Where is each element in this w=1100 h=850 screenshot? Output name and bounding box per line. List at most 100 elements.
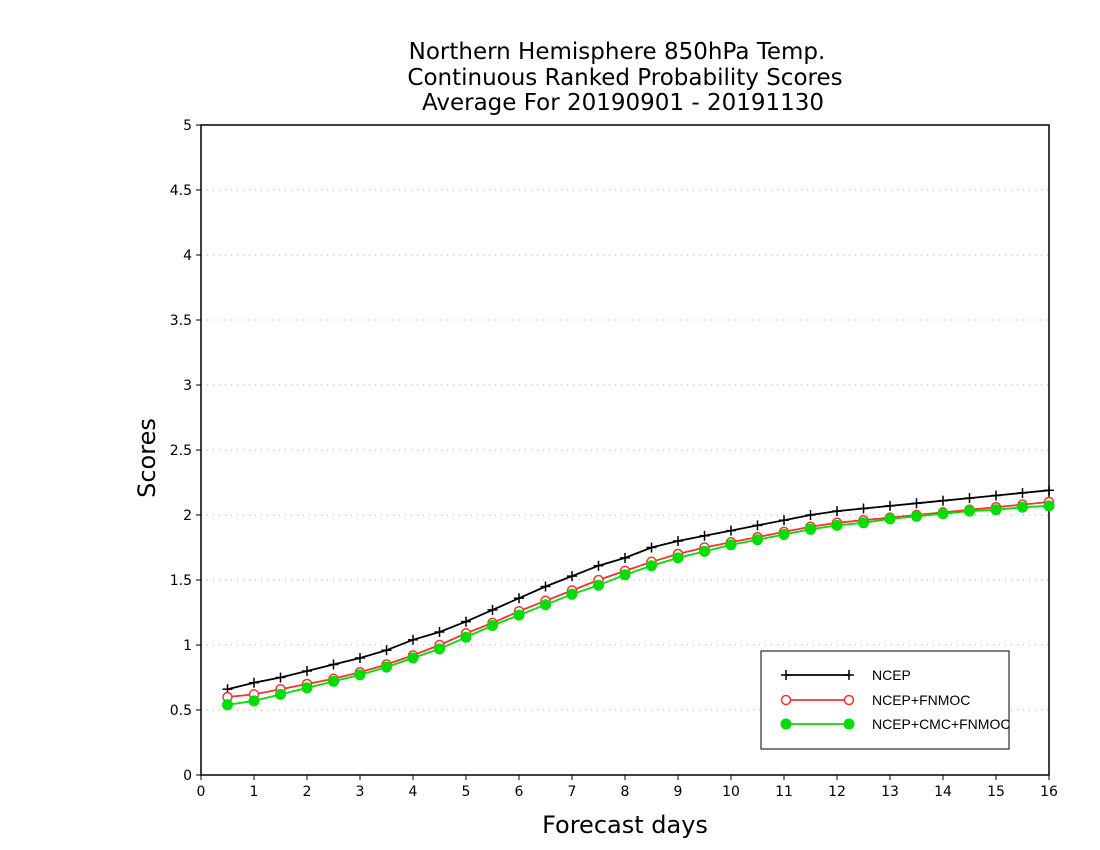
y-tick-label: 0.5 [170,703,192,719]
y-tick-label: 5 [183,118,192,134]
legend-marker [843,694,855,706]
data-point [964,493,975,504]
data-point [275,672,286,683]
data-point [885,500,895,511]
y-axis-label: Scores [133,418,161,498]
y-tick-label: 3 [183,378,192,394]
data-point [328,659,339,670]
y-tick-label: 2 [183,508,192,524]
gridlines [201,189,1049,711]
legend: NCEP NCEP+FNMOC NCEP+CMC+FNMOC [760,650,1010,750]
data-point [302,666,312,676]
data-point [434,627,445,637]
data-point [964,505,975,517]
x-tick-label: 9 [674,784,683,800]
data-point [593,579,604,591]
data-point [487,620,498,631]
legend-label: NCEP [872,667,911,683]
data-point [566,588,578,600]
data-point [779,515,789,526]
x-tick-label: 13 [881,784,899,800]
data-point [752,520,763,531]
y-tick-label: 0 [183,768,192,784]
data-point [567,571,577,582]
data-point [619,569,631,581]
series-0 [222,485,1054,695]
x-axis-label: Forecast days [542,811,708,839]
data-point [275,688,286,700]
data-point [1017,501,1028,513]
x-tick-label: 11 [775,784,793,800]
chart-title: Northern Hemisphere 850hPa Temp. Continu… [407,39,842,116]
data-point [593,560,604,571]
data-point [911,498,922,509]
data-point [1043,500,1055,512]
data-point [646,560,657,572]
y-tick-label: 2.5 [170,443,192,459]
data-point [832,506,842,517]
data-point [355,653,365,663]
x-tick-label: 7 [568,784,577,800]
title-line-1: Northern Hemisphere 850hPa Temp. [409,39,826,65]
y-tick-label: 3.5 [170,313,192,329]
x-tick-label: 2 [303,784,312,800]
y-tick-label: 1 [183,638,192,654]
data-point [248,695,260,707]
data-point [1044,485,1054,496]
data-point [673,536,683,546]
data-point [407,652,419,664]
x-tick-label: 5 [462,784,471,800]
y-axis-ticks: 0 0.5 1 1.5 2 2.5 3 3.5 4 4.5 5 [170,118,201,784]
data-point [620,552,630,563]
series-layer [222,485,1055,711]
legend-label: NCEP+FNMOC [872,692,970,708]
data-point [222,699,233,711]
x-tick-label: 16 [1040,784,1058,800]
x-tick-label: 8 [621,784,630,800]
data-point [672,552,684,564]
x-tick-label: 4 [409,784,418,800]
data-point [937,508,949,520]
data-point [646,542,657,553]
series-2 [222,500,1055,711]
data-point [858,503,869,514]
legend-marker [781,670,791,680]
x-tick-label: 15 [987,784,1005,800]
x-tick-label: 14 [934,784,952,800]
data-point [540,581,551,592]
data-point [858,517,869,529]
data-point [884,513,896,525]
data-point [381,661,392,673]
data-point [434,643,445,655]
legend-item: NCEP [781,667,911,683]
x-tick-label: 1 [250,784,259,800]
data-point [805,523,816,535]
data-point [487,604,498,615]
legend-marker [843,718,855,730]
legend-item: NCEP+CMC+FNMOC [780,716,1010,732]
y-tick-label: 1.5 [170,573,192,589]
data-point [249,677,259,688]
data-point [328,675,339,687]
data-point [354,669,366,681]
x-axis-ticks: 0 1 2 3 4 5 6 7 8 9 10 11 12 13 14 15 16 [197,775,1058,800]
x-tick-label: 6 [515,784,524,800]
y-tick-label: 4 [183,248,192,264]
data-point [778,529,790,540]
legend-marker [780,694,792,706]
data-point [301,682,313,694]
x-tick-label: 0 [197,784,206,800]
data-point [1017,487,1028,498]
data-point [991,490,1001,501]
data-point [461,616,471,627]
data-point [752,534,763,546]
data-point [938,495,948,506]
data-point [911,510,922,522]
data-point [699,545,710,557]
y-tick-label: 4.5 [170,183,192,199]
data-point [725,539,737,551]
x-tick-label: 12 [828,784,846,800]
data-point [990,504,1002,516]
data-point [805,510,816,520]
title-line-2: Continuous Ranked Probability Scores [407,65,842,91]
